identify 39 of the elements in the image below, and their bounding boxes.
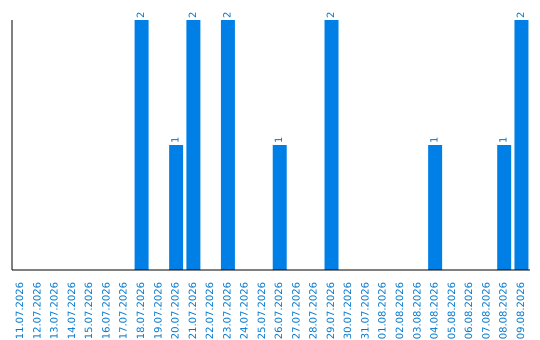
data-label: 1 [170, 136, 182, 143]
x-tick-label: 19.07.2026 [153, 282, 164, 340]
data-label: 1 [274, 136, 286, 143]
x-tick-label: 21.07.2026 [188, 282, 199, 340]
x-tick-label: 03.08.2026 [412, 282, 424, 340]
x-tick-label: 30.07.2026 [343, 282, 354, 340]
x-tick-label: 18.07.2026 [136, 282, 147, 340]
x-tick-label: 12.07.2026 [32, 282, 44, 340]
x-tick-label: 01.08.2026 [378, 282, 389, 340]
data-label: 2 [222, 12, 234, 18]
x-tick-label: 11.07.2026 [15, 282, 26, 340]
x-tick-label: 09.08.2026 [516, 282, 527, 340]
data-label: 2 [326, 12, 338, 18]
x-tick-label: 29.07.2026 [326, 282, 337, 340]
x-tick-label: 28.07.2026 [308, 282, 320, 340]
x-tick-label: 16.07.2026 [101, 282, 112, 340]
x-tick-label: 26.07.2026 [274, 282, 286, 340]
x-tick-label: 05.08.2026 [446, 282, 458, 340]
x-tick-label: 31.07.2026 [360, 282, 372, 340]
x-tick-label: 07.08.2026 [481, 282, 492, 340]
x-tick-label: 27.07.2026 [291, 282, 302, 340]
x-tick-label: 06.08.2026 [464, 282, 476, 340]
x-tick-label: 14.07.2026 [66, 282, 78, 340]
x-tick-label: 23.07.2026 [222, 282, 234, 340]
data-label: 2 [516, 12, 527, 18]
x-tick-label: 02.08.2026 [395, 282, 406, 340]
x-tick-label: 24.07.2026 [240, 282, 251, 340]
x-tick-label: 08.08.2026 [498, 282, 510, 340]
data-label: 2 [136, 12, 148, 18]
data-label: 1 [498, 136, 510, 143]
x-tick-label: 25.07.2026 [256, 282, 268, 340]
x-tick-label: 20.07.2026 [170, 282, 182, 340]
x-tick-label: 15.07.2026 [84, 282, 96, 340]
x-tick-label: 13.07.2026 [50, 282, 61, 340]
x-tick-label: 04.08.2026 [430, 282, 441, 340]
x-tick-label: 17.07.2026 [118, 282, 130, 340]
data-label: 1 [430, 136, 441, 143]
x-tick-label: 22.07.2026 [205, 282, 216, 340]
data-label: 2 [188, 12, 199, 18]
